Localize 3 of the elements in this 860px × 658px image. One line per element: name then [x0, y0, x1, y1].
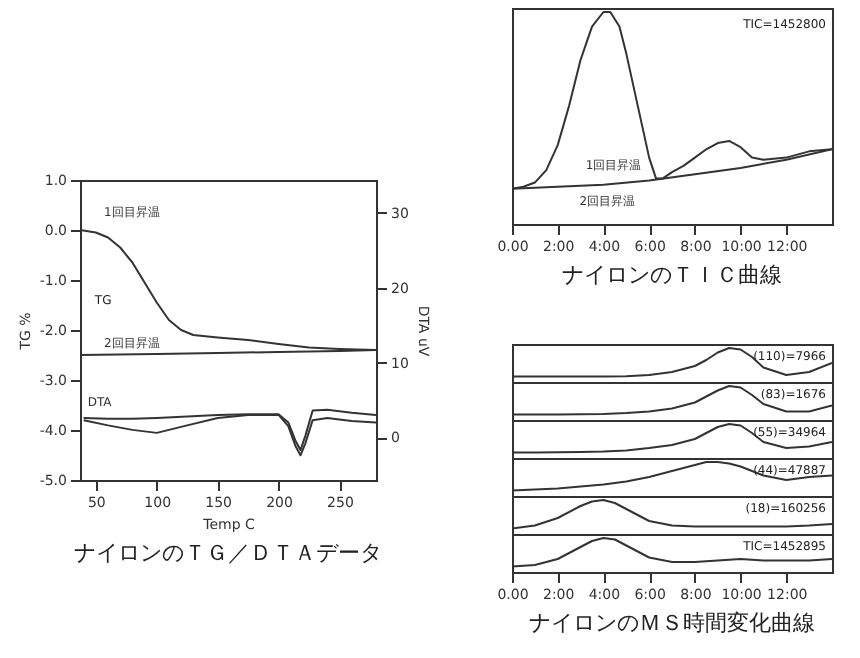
text: ナイロンのＭＳ時間変化曲線	[529, 610, 815, 636]
text: ナイロンのＴＧ／ＤＴＡデータ	[74, 540, 382, 566]
text: ナイロンのＴＩＣ曲線	[562, 262, 782, 288]
